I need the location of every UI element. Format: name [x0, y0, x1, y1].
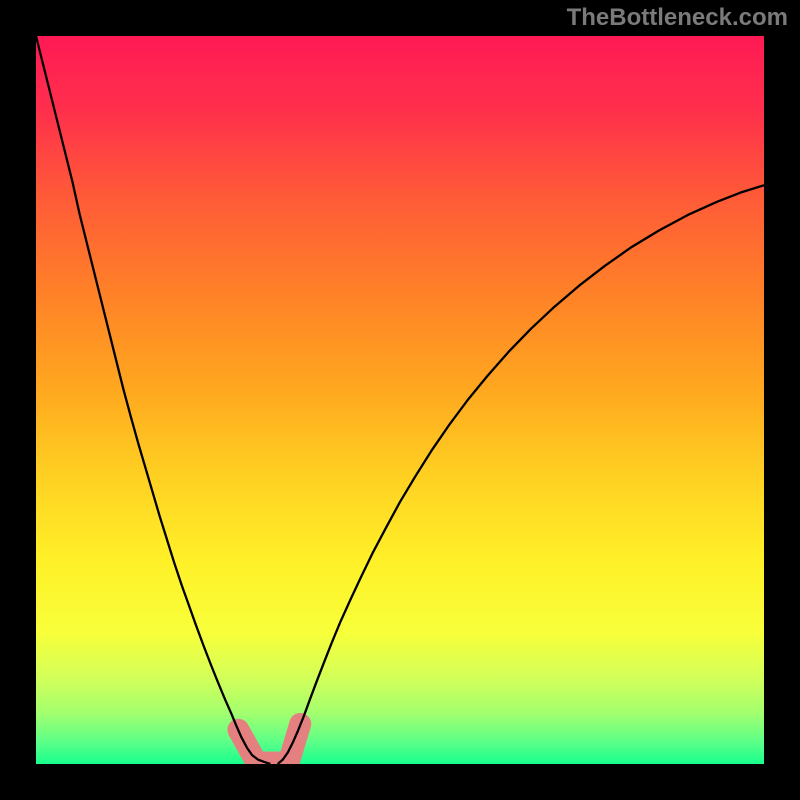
plot-svg	[36, 36, 764, 764]
gradient-background	[36, 36, 764, 764]
chart-frame: TheBottleneck.com	[0, 0, 800, 800]
watermark-text: TheBottleneck.com	[567, 4, 788, 32]
plot-area	[36, 36, 764, 764]
